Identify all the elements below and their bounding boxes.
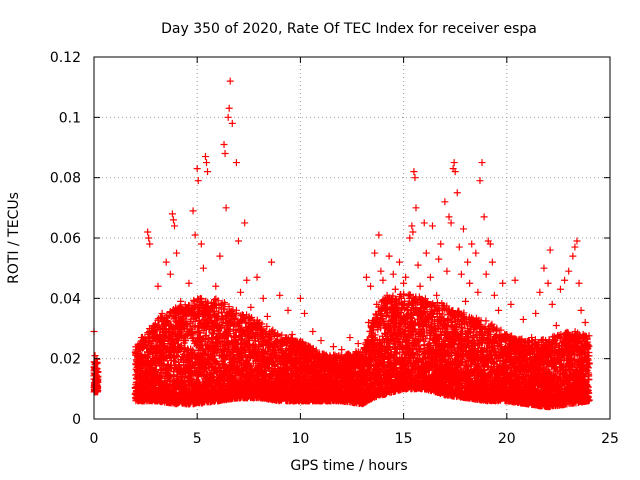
data-point [145, 351, 153, 359]
data-point [152, 365, 160, 373]
data-point [148, 345, 156, 353]
data-points [90, 77, 593, 411]
grid [94, 57, 610, 419]
data-point [167, 373, 175, 381]
data-point [172, 352, 180, 360]
